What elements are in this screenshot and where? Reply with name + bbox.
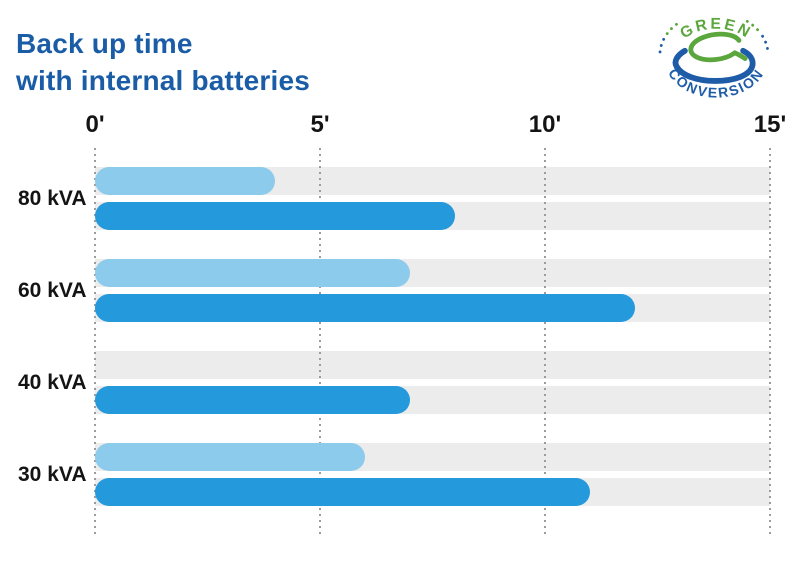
logo-dots-blue-right-icon [761,34,770,54]
logo-dotted-ring [658,19,770,54]
x-tick-label: 10' [528,111,562,138]
bar-dark-40-kva [95,386,410,414]
gridline [769,148,771,534]
logo-text-green: GREEN [677,16,754,43]
category-label: 40 kVA [18,370,87,394]
bar-light-60-kva [95,259,410,287]
chart-title: Back up time with internal batteries [16,26,310,100]
bar-light-30-kva [95,443,365,471]
category-label: 60 kVA [18,278,87,302]
x-tick-label: 0' [85,111,105,138]
x-tick-label: 15' [753,111,787,138]
bar-dark-80-kva [95,202,455,230]
chart-title-line-1: Back up time [16,28,193,59]
gridline [544,148,546,534]
bar-dark-30-kva [95,478,590,506]
gridline [94,148,96,534]
bar-light-80-kva [95,167,275,195]
green-conversion-logo: GREEN CONVERSION [658,16,770,101]
logo-dots-green-left-icon [665,19,683,36]
category-label: 30 kVA [18,462,87,486]
bar-track [95,351,770,379]
bar-dark-60-kva [95,294,635,322]
gridline [319,148,321,534]
logo-green-swirl-icon [688,31,748,63]
chart-title-line-2: with internal batteries [16,64,310,96]
logo-dots-green-right-icon [745,19,763,36]
plot-area [94,145,771,535]
category-label: 80 kVA [18,186,87,210]
logo-blue-swirl-icon [672,47,756,84]
x-tick-label: 5' [310,111,330,138]
logo-dots-blue-left-icon [658,34,667,54]
